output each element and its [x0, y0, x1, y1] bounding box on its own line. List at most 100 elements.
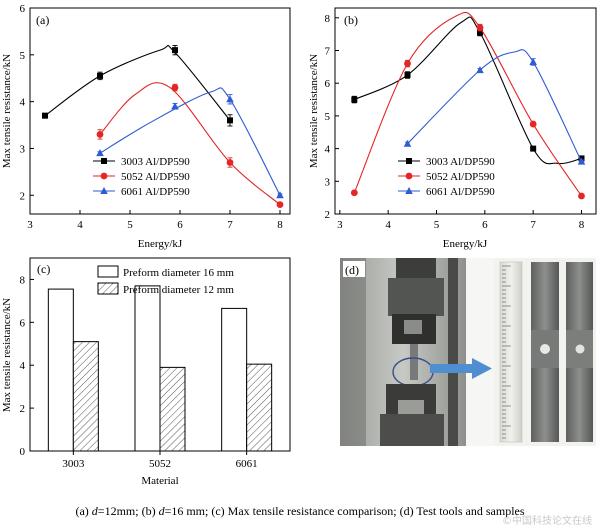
data-point — [529, 120, 537, 128]
data-point — [403, 139, 412, 147]
y-tick-label: 7 — [325, 46, 331, 58]
data-point — [171, 102, 179, 110]
y-tick-label: 2 — [325, 209, 331, 221]
data-point — [96, 131, 104, 138]
series-3003 — [351, 16, 585, 165]
data-point — [96, 149, 104, 157]
series-curve — [407, 49, 582, 162]
y-tick-label: 8 — [325, 13, 331, 25]
bar — [246, 363, 273, 452]
y-tick-label: 5 — [20, 50, 26, 62]
arrow-icon — [430, 358, 492, 379]
legend-marker — [406, 158, 412, 164]
y-tick-label: 6 — [20, 3, 26, 15]
y-axis-label-c: Max tensile resistance/kN — [1, 298, 13, 412]
y-axis-label-a: Max tensile resistance/kN — [1, 54, 13, 168]
chart-panel-b: (b) Max tensile resistance/kN Energy/kJ — [308, 7, 597, 250]
ruler-ticks — [502, 265, 511, 439]
x-axis-label-b: Energy/kJ — [443, 238, 488, 250]
series-5052 — [350, 11, 585, 200]
x-tick-label: 8 — [277, 219, 283, 231]
x-tick-label: 6 — [482, 219, 488, 231]
tensile-test-machine-photo — [340, 258, 466, 446]
legend-label: Preform diameter 12 mm — [123, 284, 234, 296]
legend-label: 6061 Al/DP590 — [121, 186, 190, 198]
panel-d-label-box — [343, 261, 365, 277]
legend-marker — [405, 172, 413, 180]
panel-label-c: (c) — [37, 262, 50, 276]
legend-label: 3003 Al/DP590 — [426, 156, 495, 168]
chart-panel-c: (c) Max tensile resistance/kN Material — [1, 257, 291, 487]
bar — [72, 341, 99, 452]
x-tick-label: 4 — [77, 219, 83, 231]
data-point — [404, 60, 411, 67]
y-tick-label: 3 — [20, 143, 26, 155]
ruler — [499, 261, 523, 443]
x-tick-label: 3 — [27, 219, 33, 231]
legend: 3003 Al/DP590 5052 Al/DP590 6061 Al/DP590 — [93, 156, 190, 198]
x-tick-label: 7 — [227, 219, 233, 231]
legend-swatch — [97, 265, 119, 278]
x-tick-label: 5 — [434, 219, 440, 231]
legend-marker — [101, 158, 107, 164]
legend-label: 3003 Al/DP590 — [121, 156, 190, 168]
weld-spot-1 — [540, 344, 550, 354]
data-point — [171, 84, 179, 91]
series-curve — [353, 11, 582, 197]
y-axis-label-b: Max tensile resistance/kN — [308, 54, 320, 168]
bar — [47, 288, 74, 452]
legend-label: Preform diameter 16 mm — [123, 267, 234, 279]
legend: 3003 Al/DP590 5052 Al/DP590 6061 Al/DP590 — [398, 156, 495, 198]
watermark: ©中国科技论文在线 — [502, 516, 592, 527]
series-6061 — [403, 49, 586, 165]
data-point — [276, 201, 284, 209]
x-tick-label: 5052 — [149, 458, 171, 470]
x-tick-label: 5 — [127, 219, 133, 231]
plot-area-a — [29, 7, 291, 215]
line-chart-a: 3 4 5 6 7 8 2 3 4 5 6 3003 Al/DP590 5052 Al/DP590 606… — [20, 3, 284, 231]
data-point — [351, 96, 358, 103]
data-point — [226, 159, 234, 166]
chart-panel-a: (a) Max tensile resistance/kN Energy/kJ — [1, 7, 291, 250]
samples-photo — [494, 258, 596, 446]
data-point — [476, 66, 484, 74]
y-tick-label: 6 — [325, 78, 331, 90]
legend-label: 5052 Al/DP590 — [121, 171, 190, 183]
y-tick-label: 4 — [20, 97, 26, 109]
data-point — [476, 24, 484, 32]
series-curve — [44, 44, 231, 121]
series-3003 — [42, 44, 233, 127]
data-point — [42, 112, 48, 119]
data-point — [577, 157, 586, 165]
y-tick-label: 8 — [20, 274, 26, 286]
data-point — [578, 192, 585, 200]
series-5052 — [96, 82, 284, 209]
data-point — [530, 145, 537, 152]
caption-d-symbol-a: d — [91, 504, 98, 518]
x-tick-label: 3 — [337, 219, 343, 231]
legend-marker — [100, 172, 108, 180]
caption-part-a: (a) — [75, 504, 92, 518]
y-tick-label: 3 — [325, 176, 331, 188]
legend: Preform diameter 16 mm Preform diameter 1… — [97, 265, 234, 296]
caption-part-rest: =16 mm; (c) Max tensile resistance compa… — [164, 504, 525, 518]
weld-spot-2 — [575, 344, 585, 354]
bar — [159, 366, 186, 452]
data-point — [404, 72, 411, 79]
data-point — [276, 191, 284, 199]
legend-swatch — [97, 282, 119, 295]
caption-d-symbol-b: d — [158, 504, 165, 518]
data-point — [350, 189, 358, 197]
y-tick-label: 2 — [20, 403, 26, 415]
y-tick-label: 2 — [20, 190, 26, 202]
data-point — [529, 57, 537, 65]
panel-label-b: (b) — [344, 13, 358, 27]
x-axis-label-c: Material — [141, 475, 178, 487]
x-tick-label: 6 — [177, 219, 183, 231]
data-point — [172, 47, 178, 54]
photo-panel-d: (d) — [340, 258, 596, 446]
x-tick-label: 3003 — [62, 458, 85, 470]
y-tick-label: 4 — [20, 360, 26, 372]
